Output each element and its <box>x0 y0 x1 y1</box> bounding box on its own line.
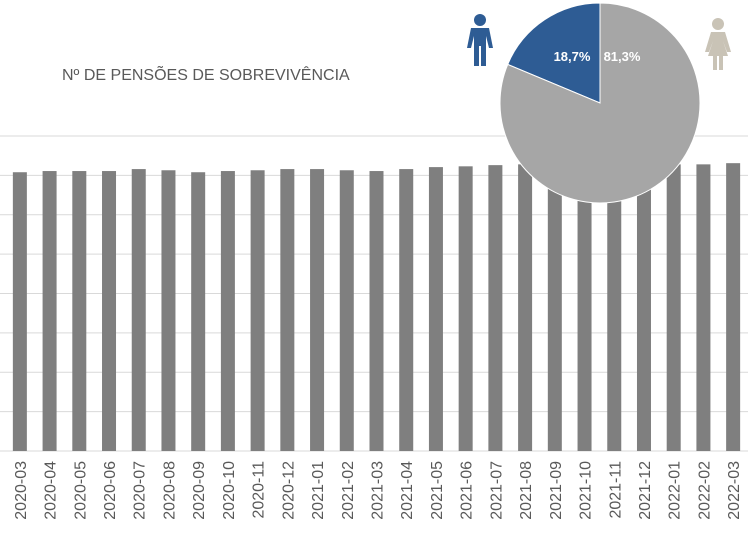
x-tick-label: 2021-03 <box>370 461 387 520</box>
x-tick-label: 2020-08 <box>161 461 178 520</box>
bar <box>310 169 325 451</box>
x-tick-label: 2021-02 <box>340 461 357 520</box>
bar <box>577 166 592 451</box>
x-tick-label: 2021-07 <box>488 461 505 520</box>
pie-slice <box>507 2 601 104</box>
bar <box>42 171 57 451</box>
bar <box>428 167 443 451</box>
bar <box>607 165 622 451</box>
bar <box>72 171 87 451</box>
x-tick-label: 2020-09 <box>191 461 208 520</box>
x-tick-label: 2022-02 <box>696 461 713 520</box>
x-tick-label: 2021-12 <box>637 461 654 520</box>
bar <box>636 164 651 451</box>
bar <box>339 170 354 451</box>
x-tick-label: 2020-10 <box>221 461 238 520</box>
x-tick-label: 2021-09 <box>548 461 565 520</box>
x-tick-label: 2020-07 <box>132 461 149 520</box>
bar <box>696 164 711 451</box>
x-tick-label: 2021-08 <box>518 461 535 520</box>
x-tick-label: 2020-06 <box>102 461 119 520</box>
bar <box>369 171 384 451</box>
male-icon <box>467 14 493 66</box>
chart-title: Nº DE PENSÕES DE SOBREVIVÊNCIA <box>62 64 350 84</box>
bar <box>726 163 741 451</box>
female-icon <box>705 18 731 70</box>
pie-slice <box>499 2 701 204</box>
bar <box>280 169 295 451</box>
x-tick-label: 2020-04 <box>43 461 60 520</box>
x-tick-label: 2020-11 <box>251 461 268 519</box>
x-tick-label: 2021-04 <box>399 461 416 520</box>
bar <box>518 164 533 451</box>
bar <box>191 172 206 451</box>
bar <box>220 171 235 451</box>
bar <box>250 170 265 451</box>
bar <box>399 169 414 451</box>
x-tick-label: 2021-11 <box>607 461 624 519</box>
bar <box>666 164 681 451</box>
bar <box>488 165 503 451</box>
x-tick-label: 2021-10 <box>578 461 595 520</box>
bar <box>102 171 117 451</box>
x-tick-label: 2020-12 <box>280 461 297 520</box>
x-tick-label: 2022-03 <box>726 461 743 520</box>
bar <box>131 169 146 451</box>
pie-label: 18,7% <box>554 49 591 64</box>
pie-label: 81,3% <box>604 49 641 64</box>
plot: 2020-03 2020-04 2020-05 2020-06 2020-07 2020-… <box>0 135 748 520</box>
bar <box>12 172 27 451</box>
x-tick-label: 2020-03 <box>13 461 30 520</box>
x-tick-label: 2021-06 <box>459 461 476 520</box>
x-tick-label: 2020-05 <box>72 461 89 520</box>
pie: 18,7% 81,3% <box>499 2 701 204</box>
bar <box>547 167 562 451</box>
x-tick-label: 2022-01 <box>667 461 684 520</box>
x-tick-label: 2021-01 <box>310 461 327 520</box>
bar <box>458 166 473 451</box>
x-tick-label: 2021-05 <box>429 461 446 520</box>
bar <box>161 170 176 451</box>
